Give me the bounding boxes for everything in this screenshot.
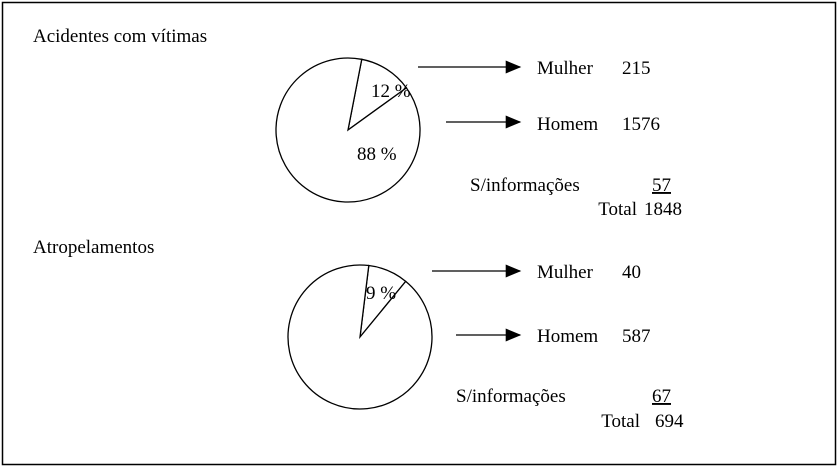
total-label: Total [598, 199, 637, 220]
item-count: 215 [622, 58, 651, 79]
section-title: Acidentes com vítimas [33, 26, 207, 47]
pie-slice [275, 57, 421, 203]
no-info-label: S/informações [456, 386, 566, 407]
slice-label: 12 % [371, 81, 411, 102]
item-label: Homem [537, 114, 598, 135]
total-count: 694 [655, 411, 684, 432]
slice-label: 9 % [366, 283, 396, 304]
no-info-count: 57 [652, 175, 671, 196]
item-count: 1576 [622, 114, 660, 135]
item-count: 40 [622, 262, 641, 283]
slice-label: 88 % [357, 144, 397, 165]
total-count: 1848 [644, 199, 682, 220]
item-label: Mulher [537, 262, 594, 283]
pie-slice [287, 264, 433, 410]
no-info-label: S/informações [470, 175, 580, 196]
section-title: Atropelamentos [33, 237, 154, 258]
item-label: Mulher [537, 58, 594, 79]
item-count: 587 [622, 326, 651, 347]
item-label: Homem [537, 326, 598, 347]
total-label: Total [601, 411, 640, 432]
no-info-count: 67 [652, 386, 671, 407]
